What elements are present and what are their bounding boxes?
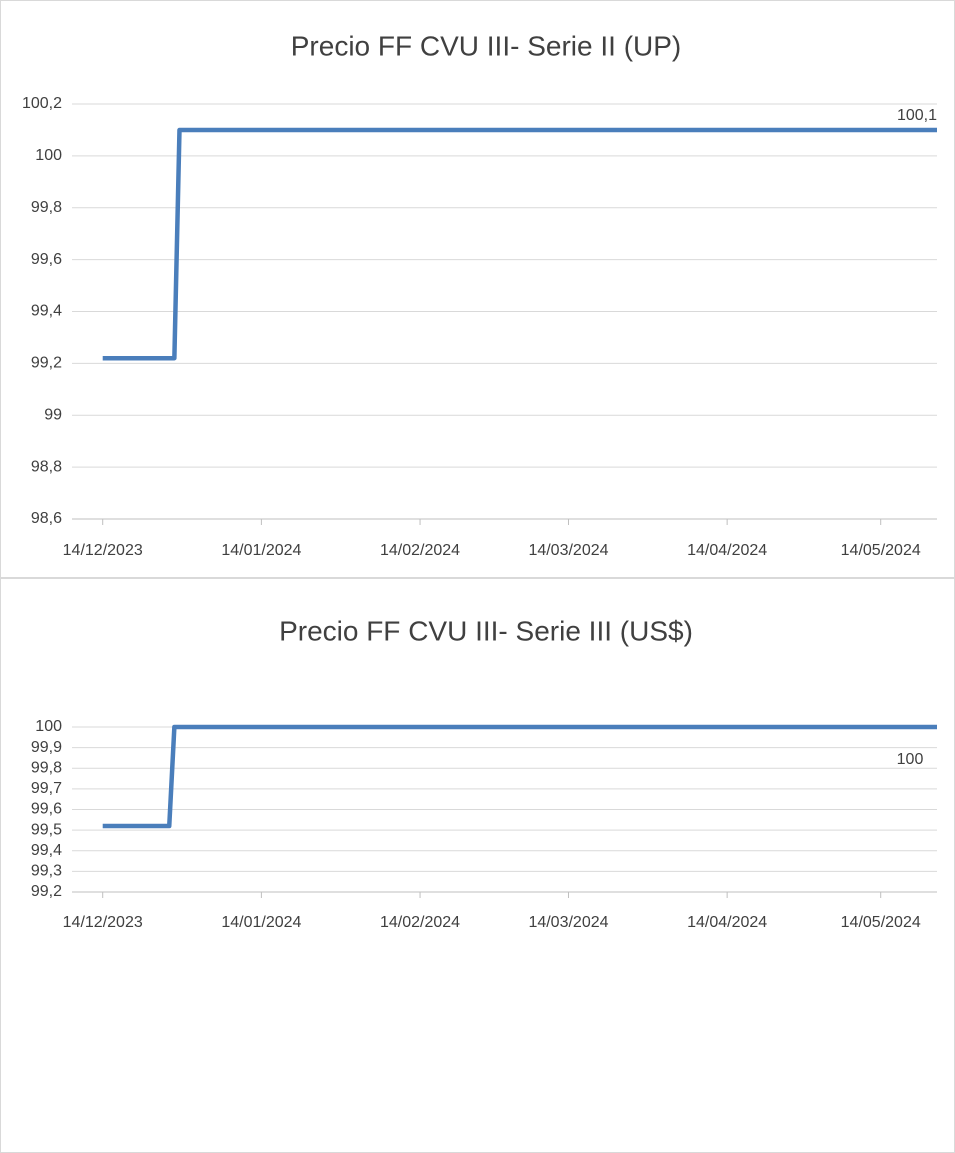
y-tick-label: 99,4: [31, 842, 62, 859]
chart-title: Precio FF CVU III- Serie II (UP): [291, 30, 682, 61]
x-tick-label: 14/05/2024: [841, 914, 921, 931]
y-tick-label: 99,9: [31, 739, 62, 756]
chart-border: [0, 578, 955, 1153]
y-tick-label: 99,6: [31, 801, 62, 818]
x-tick-label: 14/04/2024: [687, 542, 767, 559]
y-tick-label: 99,6: [31, 251, 62, 268]
x-tick-label: 14/12/2023: [63, 914, 143, 931]
y-tick-label: 100,2: [22, 95, 62, 112]
y-tick-label: 99,2: [31, 883, 62, 900]
x-tick-label: 14/12/2023: [63, 542, 143, 559]
y-tick-label: 99: [44, 406, 62, 423]
y-tick-label: 98,6: [31, 510, 62, 527]
x-tick-label: 14/03/2024: [528, 542, 608, 559]
x-tick-label: 14/02/2024: [380, 914, 460, 931]
x-tick-label: 14/04/2024: [687, 914, 767, 931]
y-tick-label: 99,7: [31, 780, 62, 797]
y-tick-label: 99,5: [31, 821, 62, 838]
y-tick-label: 99,2: [31, 355, 62, 372]
x-tick-label: 14/05/2024: [841, 542, 921, 559]
data-label: 100: [897, 751, 924, 768]
y-tick-label: 98,8: [31, 458, 62, 475]
y-tick-label: 99,8: [31, 759, 62, 776]
y-tick-label: 99,4: [31, 303, 62, 320]
line: [102, 127, 937, 361]
y-tick-label: 100: [35, 147, 62, 164]
y-tick-label: 100: [35, 718, 62, 735]
x-tick-label: 14/03/2024: [528, 914, 608, 931]
x-tick-label: 14/01/2024: [221, 542, 301, 559]
chart-title: Precio FF CVU III- Serie III (US$): [279, 615, 693, 646]
chart-border: [0, 0, 955, 578]
y-tick-label: 99,3: [31, 863, 62, 880]
x-tick-label: 14/02/2024: [380, 542, 460, 559]
line: [102, 724, 937, 829]
x-tick-label: 14/01/2024: [221, 914, 301, 931]
y-tick-label: 99,8: [31, 199, 62, 216]
data-label: 100,1: [897, 107, 937, 124]
